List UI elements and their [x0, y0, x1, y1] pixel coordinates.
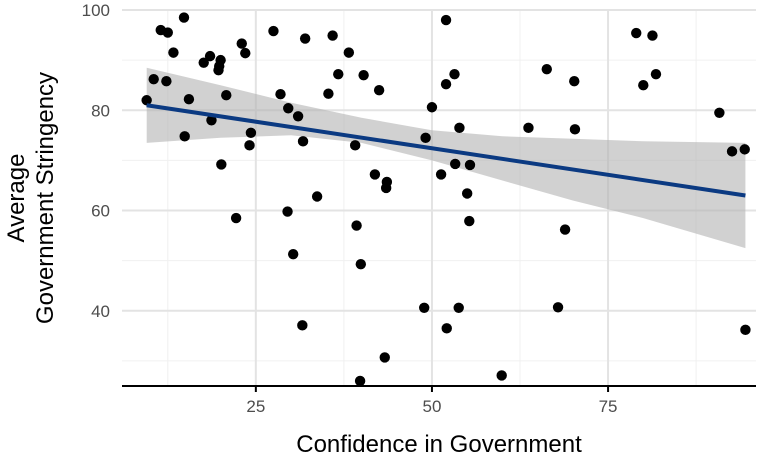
data-point: [638, 80, 649, 91]
data-point: [179, 131, 190, 142]
data-point: [349, 140, 361, 151]
data-point: [496, 370, 507, 381]
data-point: [141, 95, 152, 106]
data-point: [650, 68, 662, 80]
x-tick-label: 25: [246, 397, 265, 416]
data-point: [449, 68, 460, 80]
data-point: [453, 302, 464, 313]
data-point: [552, 302, 564, 313]
data-point: [287, 248, 299, 260]
data-point: [420, 132, 431, 144]
data-point: [311, 191, 323, 202]
data-point: [333, 68, 344, 80]
data-point: [355, 258, 367, 270]
data-point: [275, 89, 286, 100]
data-point: [161, 75, 172, 87]
y-axis-title-line-2: Government Stringency: [32, 72, 59, 324]
data-point: [206, 115, 217, 126]
data-point: [714, 107, 725, 118]
data-point: [297, 320, 308, 331]
data-point: [198, 57, 209, 68]
x-tick-label: 50: [422, 397, 441, 416]
data-point: [236, 38, 247, 49]
data-point: [327, 30, 338, 41]
data-point: [441, 323, 452, 334]
data-point: [426, 102, 438, 113]
data-point: [351, 220, 362, 231]
data-point: [464, 215, 475, 227]
y-tick-label: 80: [91, 101, 110, 120]
data-point: [178, 12, 190, 23]
y-axis-title: Average Government Stringency: [3, 72, 59, 324]
x-axis-title: Confidence in Government: [296, 431, 582, 458]
data-point: [299, 33, 311, 44]
data-point: [740, 324, 751, 336]
data-point: [292, 111, 304, 122]
y-axis-title-line-1: Average: [3, 154, 30, 243]
data-point: [283, 103, 294, 114]
data-point: [216, 159, 227, 170]
data-point: [245, 127, 257, 139]
data-point: [419, 302, 430, 313]
data-point: [343, 47, 355, 58]
data-point: [461, 188, 473, 199]
data-point: [323, 88, 334, 99]
data-point: [354, 375, 366, 387]
data-point: [244, 140, 255, 151]
data-points: [141, 12, 751, 387]
data-point: [569, 124, 581, 135]
data-point: [435, 169, 447, 180]
x-axis-ticks: 25 50 75: [246, 386, 618, 416]
data-point: [162, 27, 173, 38]
data-point: [148, 73, 159, 85]
data-point: [647, 30, 658, 41]
data-point: [230, 212, 242, 224]
data-point: [168, 47, 179, 58]
data-point: [240, 47, 251, 59]
data-point: [739, 144, 750, 155]
data-point: [464, 159, 476, 171]
data-point: [726, 146, 738, 157]
data-point: [358, 69, 369, 81]
x-tick-label: 75: [599, 397, 618, 416]
data-point: [523, 122, 534, 134]
y-tick-label: 40: [91, 302, 110, 321]
y-axis-ticks: 40 60 80 100: [82, 1, 110, 321]
y-tick-label: 60: [91, 202, 110, 221]
data-point: [268, 25, 279, 37]
data-point: [379, 352, 390, 363]
data-point: [282, 206, 293, 217]
data-point: [380, 182, 392, 194]
data-point: [369, 169, 381, 180]
data-point: [631, 27, 642, 39]
data-point: [541, 63, 552, 75]
data-point: [183, 94, 195, 105]
data-point: [454, 122, 465, 134]
data-point: [204, 50, 216, 62]
data-point: [569, 75, 580, 87]
data-point: [297, 136, 309, 147]
y-tick-label: 100: [82, 1, 110, 20]
data-point: [559, 224, 571, 235]
data-point: [450, 158, 461, 170]
trend-line: [146, 103, 746, 198]
data-point: [221, 90, 232, 101]
data-point: [440, 14, 452, 26]
data-point: [215, 54, 226, 66]
data-point: [440, 78, 452, 90]
data-point: [373, 85, 385, 96]
